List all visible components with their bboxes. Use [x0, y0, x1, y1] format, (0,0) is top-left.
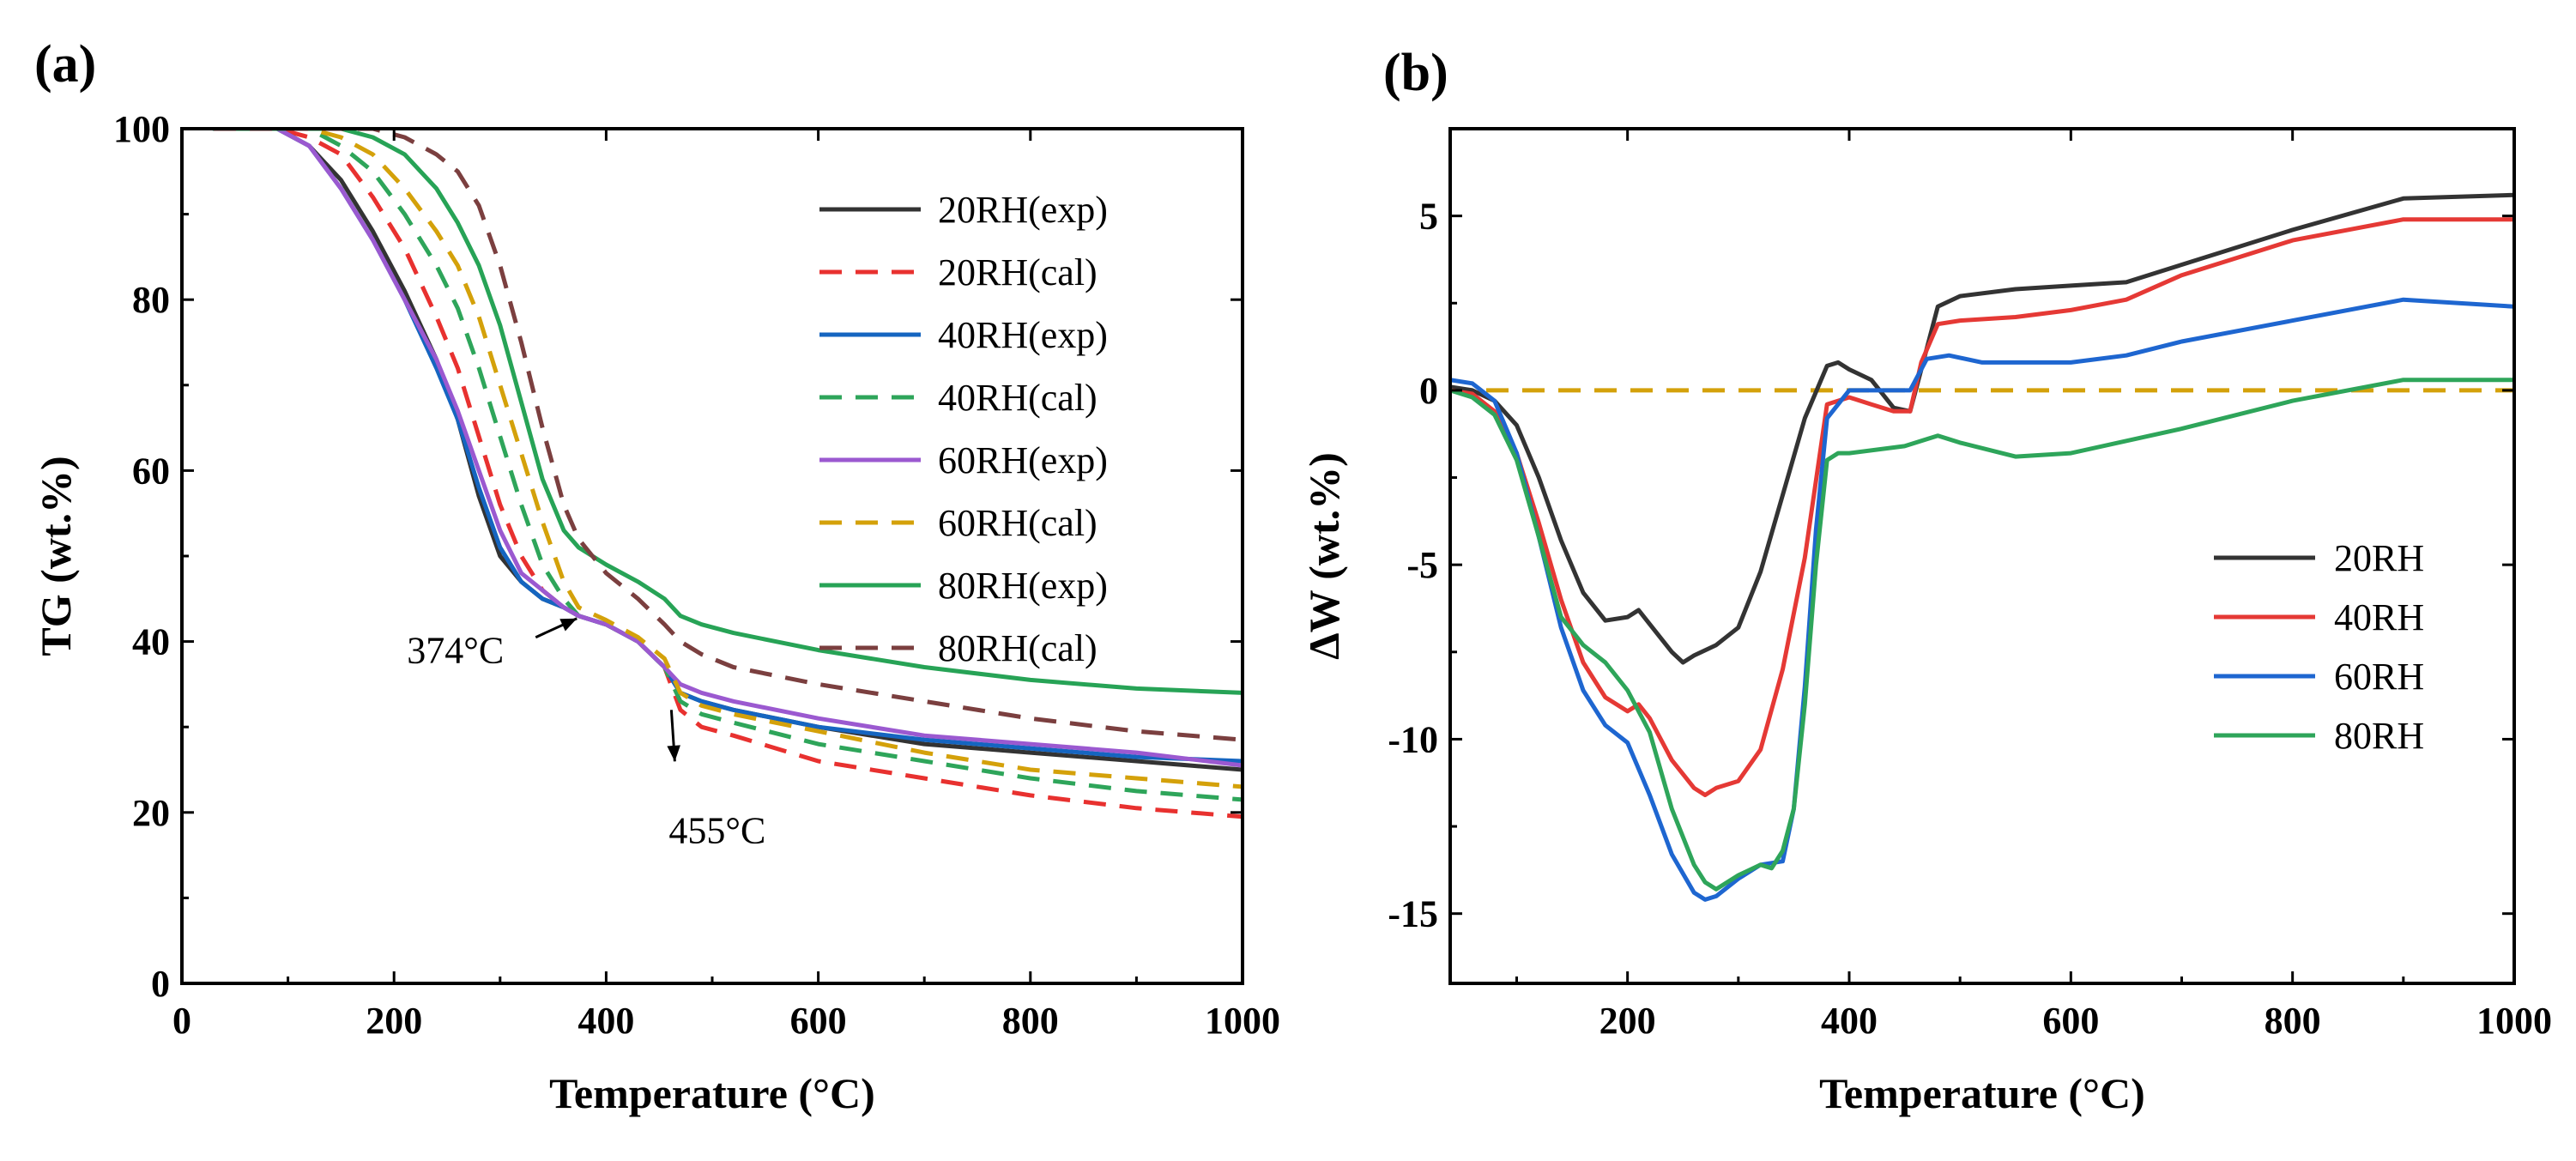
legend-label: 40RH(exp) [938, 314, 1108, 356]
y-tick-label: -10 [1388, 718, 1438, 760]
x-tick-label: 400 [577, 1000, 634, 1042]
x-tick-label: 800 [2265, 1000, 2321, 1042]
x-axis-title: Temperature (°C) [1819, 1069, 2145, 1117]
panel-b: (b) 200 400 600 800 1000 5 0 -5 -10 -15 Temperature… [1300, 44, 2552, 1117]
y-tick-label: -15 [1388, 893, 1438, 935]
legend-label: 60RH(cal) [938, 502, 1098, 544]
legend-label: 40RH(cal) [938, 377, 1098, 419]
legend-label: 80RH [2334, 715, 2424, 757]
panel-a: (a) 0 200 400 600 800 1000 0 20 40 60 80 100 Temperat… [32, 35, 1280, 1117]
legend-label: 80RH(cal) [938, 627, 1098, 669]
y-axis-title: TG (wt.%) [32, 456, 80, 656]
panel-label: (a) [34, 35, 96, 94]
x-axis-title: Temperature (°C) [549, 1069, 875, 1117]
series-line-40rh-cal [214, 129, 1243, 802]
legend-label: 40RH [2334, 596, 2424, 638]
x-tick-label: 400 [1821, 1000, 1878, 1042]
legend-label: 20RH(cal) [938, 251, 1098, 293]
annotation-arrowhead [667, 745, 680, 762]
y-tick-label: 0 [1419, 370, 1438, 412]
x-tick-label: 1000 [1205, 1000, 1280, 1042]
y-tick-label: 100 [113, 108, 170, 150]
legend: 20RH(exp) 20RH(cal) 40RH(exp) 40RH(cal) 60RH… [819, 189, 1108, 669]
x-tick-label: 200 [366, 1000, 422, 1042]
annotation-label: 455°C [668, 809, 765, 851]
y-tick-label: -5 [1406, 544, 1438, 586]
series-line-80rh-cal [214, 129, 1243, 742]
legend-label: 20RH(exp) [938, 189, 1108, 231]
series-line-80rh [1450, 378, 2514, 892]
plot-frame [1448, 127, 2516, 985]
x-tick-label: 0 [172, 1000, 191, 1042]
legend-label: 60RH [2334, 656, 2424, 698]
y-tick-label: 40 [132, 621, 170, 663]
legend-label: 60RH(exp) [938, 439, 1108, 481]
y-tick-label: 0 [151, 963, 170, 1005]
x-tick-label: 600 [2042, 1000, 2099, 1042]
legend-label: 80RH(exp) [938, 565, 1108, 607]
x-tick-label: 200 [1599, 1000, 1656, 1042]
legend: 20RH 40RH 60RH 80RH [2214, 537, 2424, 757]
panel-label: (b) [1383, 44, 1448, 102]
y-tick-label: 5 [1419, 196, 1438, 238]
x-tick-label: 800 [1002, 1000, 1059, 1042]
annotation-label: 374°C [407, 630, 504, 672]
y-axis-title: ΔW (wt.%) [1300, 452, 1348, 660]
annotation-arrowhead [559, 618, 577, 632]
series-line-20rh [1450, 192, 2514, 665]
x-tick-label: 600 [790, 1000, 847, 1042]
series-line-40rh [1450, 217, 2514, 797]
x-tick-label: 1000 [2476, 1000, 2552, 1042]
y-tick-label: 60 [132, 450, 170, 492]
y-tick-label: 80 [132, 279, 170, 321]
legend-label: 20RH [2334, 537, 2424, 579]
y-tick-label: 20 [132, 792, 170, 834]
series-line-60rh-exp [211, 129, 1243, 768]
